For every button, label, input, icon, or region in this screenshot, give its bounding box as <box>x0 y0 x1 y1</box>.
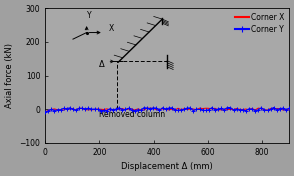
Text: Y: Y <box>87 11 91 20</box>
X-axis label: Displacement Δ (mm): Displacement Δ (mm) <box>121 162 213 171</box>
Legend: Corner X, Corner Y: Corner X, Corner Y <box>234 12 285 35</box>
Text: Δ: Δ <box>99 60 105 69</box>
Text: Removed column: Removed column <box>99 110 165 119</box>
Text: X: X <box>108 24 114 33</box>
Y-axis label: Axial force (kN): Axial force (kN) <box>5 43 14 108</box>
